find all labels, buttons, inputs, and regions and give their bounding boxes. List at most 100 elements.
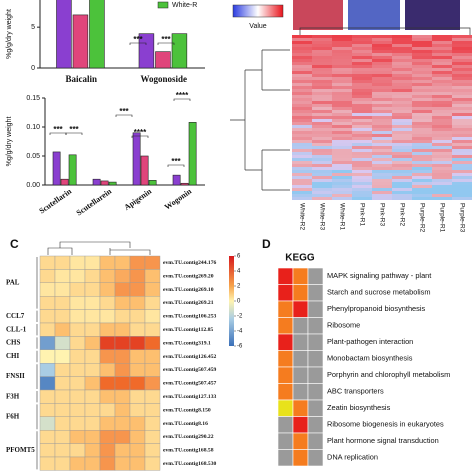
panel-b-decor	[230, 0, 471, 191]
heatmap-cell	[144, 416, 161, 431]
colorbar	[232, 4, 284, 18]
heatmap-stripe	[292, 119, 312, 122]
heatmap-stripe	[352, 35, 372, 38]
heatmap-stripe	[372, 128, 392, 131]
heatmap-stripe	[352, 149, 372, 152]
heatmap-stripe	[292, 134, 312, 137]
heatmap-stripe	[312, 71, 332, 74]
heatmap-stripe	[452, 134, 472, 137]
heatmap-cell	[99, 322, 116, 337]
kegg-cell	[277, 300, 294, 318]
heatmap-stripe	[432, 59, 452, 62]
heatmap-cell	[99, 296, 116, 310]
heatmap-stripe	[412, 101, 432, 104]
kegg-title: KEGG	[285, 253, 315, 264]
heatmap-stripe	[292, 68, 312, 71]
heatmap-stripe	[432, 179, 452, 182]
heatmap-stripe	[292, 74, 312, 77]
heatmap-stripe	[452, 68, 472, 71]
heatmap-stripe	[412, 146, 432, 149]
heatmap-stripe	[332, 161, 352, 164]
heatmap-stripe	[312, 113, 332, 116]
kegg-cell	[292, 383, 309, 401]
heatmap-stripe	[372, 131, 392, 134]
heatmap-stripe	[352, 71, 372, 74]
heatmap-cell	[39, 322, 56, 337]
heatmap-stripe	[372, 137, 392, 140]
heatmap-stripe	[332, 101, 352, 104]
heatmap-stripe	[452, 164, 472, 167]
heatmap-stripe	[392, 113, 412, 116]
heatmap-stripe	[292, 179, 312, 182]
heatmap-stripe	[312, 116, 332, 119]
heatmap-stripe	[392, 98, 412, 101]
pathway-label: Ribosome	[327, 321, 360, 330]
heatmap-stripe	[412, 116, 432, 119]
heatmap-cell	[54, 403, 71, 417]
heatmap-stripe	[412, 191, 432, 194]
heatmap-stripe	[452, 131, 472, 134]
kegg-cell	[292, 300, 309, 318]
group-label: CCL7	[6, 312, 25, 320]
heatmap-stripe	[432, 188, 452, 191]
heatmap-cell	[99, 403, 116, 417]
heatmap-stripe	[312, 128, 332, 131]
heatmap-stripe	[452, 173, 472, 176]
heatmap-stripe	[412, 113, 432, 116]
heatmap-stripe	[432, 152, 452, 155]
heatmap-stripe	[452, 146, 472, 149]
heatmap-stripe	[332, 56, 352, 59]
x-tick-label: Scutellarein	[75, 186, 114, 217]
heatmap-stripe	[372, 53, 392, 56]
heatmap-stripe	[352, 128, 372, 131]
row-label: evm.TU.contig269.21	[163, 300, 214, 306]
heatmap-stripe	[292, 176, 312, 179]
heatmap-stripe	[352, 104, 372, 107]
bar	[100, 180, 109, 186]
heatmap-cell	[39, 269, 56, 283]
heatmap-stripe	[332, 116, 352, 119]
heatmap-stripe	[352, 179, 372, 182]
kegg-cell	[292, 449, 309, 467]
heatmap-stripe	[452, 182, 472, 185]
heatmap-stripe	[312, 65, 332, 68]
heatmap-stripe	[392, 140, 412, 143]
heatmap-stripe	[452, 158, 472, 161]
heatmap-stripe	[312, 107, 332, 110]
kegg-cell	[307, 333, 324, 351]
heatmap-stripe	[412, 47, 432, 50]
heatmap-stripe	[312, 98, 332, 101]
pathway-label: Zeatin biosynthesis	[327, 403, 391, 412]
heatmap-stripe	[392, 53, 412, 56]
heatmap-stripe	[432, 86, 452, 89]
heatmap-stripe	[432, 80, 452, 83]
heatmap-cell	[69, 430, 86, 444]
row-label: evm.TU.contig127.133	[163, 394, 216, 400]
heatmap-stripe	[332, 194, 352, 197]
heatmap-stripe	[292, 131, 312, 134]
kegg-cell	[307, 366, 324, 384]
column-label: White-R1	[338, 203, 345, 230]
heatmap-cell	[39, 403, 56, 417]
heatmap-stripe	[332, 65, 352, 68]
heatmap-stripe	[412, 167, 432, 170]
colorbar-label: 4	[237, 269, 241, 275]
heatmap-stripe	[332, 119, 352, 122]
pathway-label: Ribosome biogenesis in eukaryotes	[327, 420, 444, 429]
heatmap-stripe	[292, 38, 312, 41]
heatmap-stripe	[412, 173, 432, 176]
heatmap-stripe	[412, 41, 432, 44]
heatmap-stripe	[452, 83, 472, 86]
y-axis-label: %g/g/dry weight	[6, 9, 13, 59]
heatmap-stripe	[292, 77, 312, 80]
column-label: Pink-R2	[398, 203, 405, 227]
heatmap-stripe	[292, 104, 312, 107]
heatmap-stripe	[392, 122, 412, 125]
heatmap-cell	[114, 269, 131, 283]
kegg-cell	[277, 432, 294, 450]
heatmap-cell	[99, 416, 116, 431]
heatmap-stripe	[372, 89, 392, 92]
heatmap-stripe	[332, 140, 352, 143]
heatmap-cell	[99, 349, 116, 364]
heatmap-stripe	[412, 95, 432, 98]
